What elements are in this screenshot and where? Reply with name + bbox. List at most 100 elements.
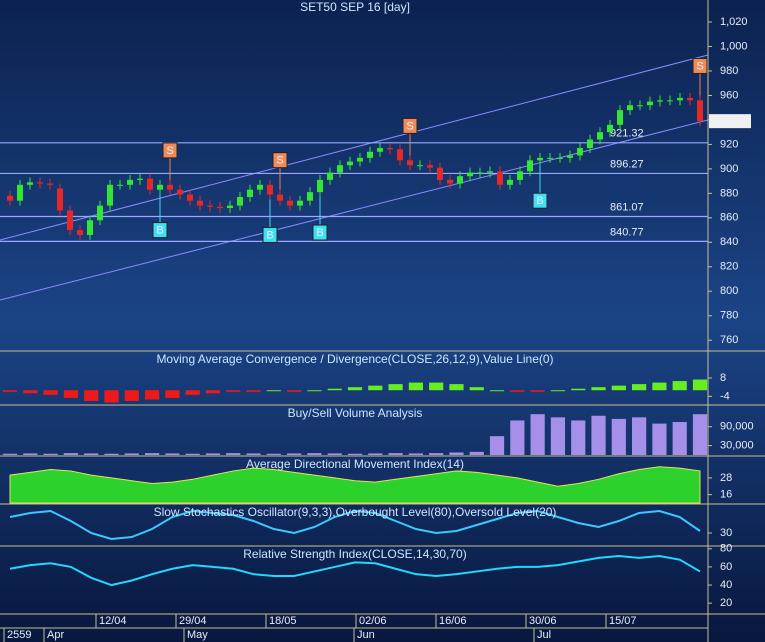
candle-body	[587, 139, 593, 149]
bar	[368, 453, 383, 455]
signal-label: S	[696, 60, 703, 72]
y-tick-label: 800	[720, 285, 738, 297]
panel-title: Relative Strength Index(CLOSE,14,30,70)	[243, 547, 466, 561]
signal-label: B	[316, 227, 323, 239]
bar	[84, 390, 99, 401]
candle-body	[207, 205, 213, 207]
candle-body	[27, 182, 33, 185]
panel-title: Average Directional Movement Index(14)	[246, 457, 464, 471]
last-price-tag	[709, 114, 751, 129]
candle-body	[417, 165, 423, 167]
signal-box	[272, 152, 288, 169]
bar	[226, 453, 241, 455]
candle-body	[237, 197, 243, 206]
candle-body	[217, 206, 223, 209]
candle-body	[507, 179, 513, 185]
bar	[307, 453, 322, 455]
period-label: Jun	[357, 629, 375, 641]
candle-body	[457, 176, 463, 184]
bar	[632, 384, 647, 391]
bar	[347, 453, 363, 455]
bar	[632, 417, 647, 455]
candle-body	[327, 172, 333, 180]
y-tick-label: 960	[720, 89, 738, 101]
bar	[23, 453, 38, 455]
candle-body	[597, 132, 603, 140]
candle-body	[287, 200, 293, 206]
candle-body	[107, 184, 113, 206]
bar	[124, 390, 139, 401]
bar	[489, 390, 505, 392]
bar	[469, 451, 484, 455]
candle-body	[347, 161, 353, 166]
bar	[205, 453, 221, 455]
candle-body	[437, 167, 443, 180]
bar	[510, 420, 525, 455]
y-tick-label: 1,000	[720, 40, 748, 52]
y-tick-label: 16	[720, 489, 732, 501]
last-price-label: 939.00	[712, 115, 746, 127]
candle-body	[167, 184, 173, 190]
panel-title: SET50 SEP 16 [day]	[300, 0, 410, 14]
y-tick-label: 900	[720, 163, 738, 175]
x-tick-label: 16/06	[439, 615, 467, 627]
bar	[104, 390, 119, 403]
x-tick-label: 30/06	[529, 615, 557, 627]
candle-body	[117, 184, 123, 186]
bar	[388, 453, 403, 455]
candle-body	[137, 178, 143, 180]
y-tick-label: 60	[720, 561, 732, 573]
candle-body	[197, 200, 203, 206]
y-tick-label: 28	[720, 472, 732, 484]
bar	[591, 387, 606, 391]
bar	[408, 382, 423, 391]
candle-body	[397, 149, 403, 161]
signal-box	[692, 57, 708, 74]
bar	[266, 453, 281, 455]
candle-body	[557, 157, 563, 159]
candle-body	[317, 179, 323, 193]
candle-body	[677, 97, 683, 101]
bar	[530, 414, 545, 455]
x-tick-label: 29/04	[179, 615, 207, 627]
signal-box	[152, 222, 168, 239]
candle-body	[537, 157, 543, 161]
candle-body	[607, 124, 613, 133]
bar	[368, 385, 383, 391]
bar	[2, 390, 18, 392]
y-tick-label: 880	[720, 187, 738, 199]
y-tick-label: 90,000	[720, 421, 754, 433]
bar	[287, 390, 302, 392]
bar	[165, 453, 180, 455]
signal-box	[162, 142, 178, 159]
bar	[144, 390, 160, 400]
y-tick-label: 760	[720, 334, 738, 346]
signal-label: S	[276, 155, 283, 167]
candle-body	[337, 165, 343, 173]
bar	[469, 387, 484, 391]
candle-body	[17, 184, 23, 201]
candle-body	[147, 178, 153, 190]
signal-label: B	[156, 224, 163, 236]
candle-body	[267, 184, 273, 195]
candle-body	[307, 192, 313, 201]
candle-body	[657, 100, 663, 102]
y-tick-label: 80	[720, 543, 732, 555]
bar	[347, 387, 363, 391]
bar	[63, 453, 78, 455]
signal-box	[262, 226, 278, 243]
bar	[246, 453, 261, 455]
y-tick-label: 20	[720, 597, 732, 609]
bar	[2, 453, 18, 455]
bar	[611, 418, 626, 455]
bar	[550, 417, 566, 455]
candle-body	[37, 182, 43, 184]
period-label: May	[187, 629, 208, 641]
candle-body	[487, 171, 493, 173]
panel-title: Slow Stochastics Oscillator(9,3,3),Overb…	[154, 505, 557, 519]
line	[9, 509, 701, 541]
bar	[449, 384, 464, 391]
bar	[104, 453, 119, 455]
signal-label: B	[266, 229, 273, 241]
